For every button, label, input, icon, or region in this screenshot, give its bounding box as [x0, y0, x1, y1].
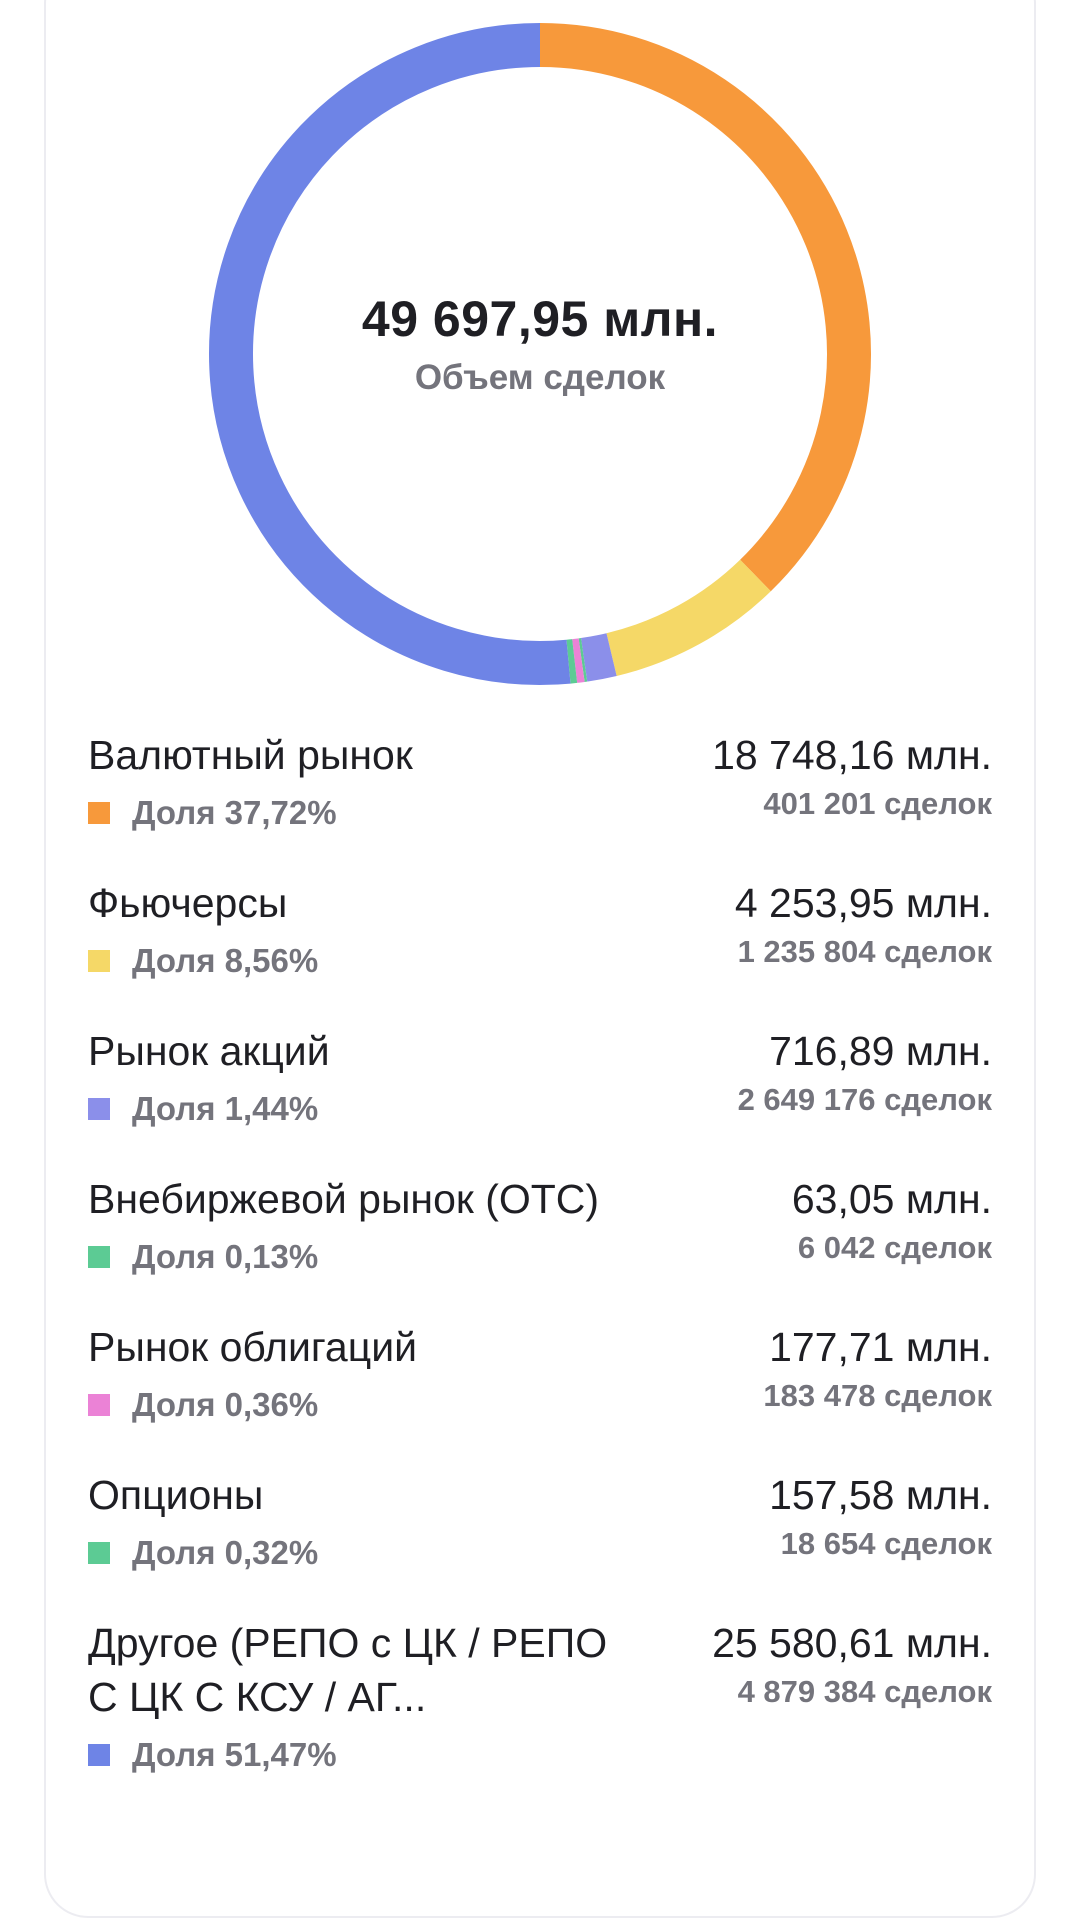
legend-deals: 18 654 сделок	[780, 1526, 992, 1561]
legend-swatch	[88, 802, 110, 824]
legend-volume: 4 253,95 млн.	[734, 880, 992, 926]
market-volume-card	[44, 0, 1036, 1918]
legend-deals: 401 201 сделок	[763, 786, 992, 821]
legend-item-stocks[interactable]: Рынок акций Доля 1,44% 716,89 млн. 2 649…	[88, 1024, 992, 1130]
legend-swatch	[88, 950, 110, 972]
legend-share: Доля 0,36%	[132, 1386, 319, 1423]
legend-deals: 183 478 сделок	[763, 1378, 992, 1413]
legend-name: Другое (РЕПО с ЦК / РЕПО С ЦК С КСУ / АГ…	[88, 1620, 608, 1720]
legend-swatch	[88, 1394, 110, 1416]
legend-volume: 63,05 млн.	[791, 1176, 992, 1222]
legend-item-fx[interactable]: Валютный рынок Доля 37,72% 18 748,16 млн…	[88, 728, 992, 834]
legend-name: Рынок облигаций	[88, 1324, 418, 1370]
volume-donut-chart: 49 697,95 млн. Объем сделок	[208, 22, 872, 686]
donut-slice-6	[209, 23, 571, 685]
legend-name: Рынок акций	[88, 1028, 330, 1074]
legend-share: Доля 1,44%	[132, 1090, 319, 1127]
legend-swatch	[88, 1098, 110, 1120]
legend-volume: 25 580,61 млн.	[712, 1620, 992, 1666]
legend-volume: 157,58 млн.	[769, 1472, 992, 1518]
legend-volume: 18 748,16 млн.	[712, 732, 992, 778]
total-volume-label: Объем сделок	[414, 358, 666, 397]
legend-deals: 6 042 сделок	[797, 1230, 992, 1265]
legend-share: Доля 8,56%	[132, 942, 319, 979]
legend-item-futures[interactable]: Фьючерсы Доля 8,56% 4 253,95 млн. 1 235 …	[88, 876, 992, 982]
legend-item-otc[interactable]: Внебиржевой рынок (OTC) Доля 0,13% 63,05…	[88, 1172, 992, 1278]
donut-center: 49 697,95 млн. Объем сделок	[208, 22, 872, 686]
donut-slice-0	[539, 23, 871, 592]
legend-share: Доля 37,72%	[132, 794, 337, 831]
donut-slice-5	[566, 639, 578, 684]
legend-deals: 1 235 804 сделок	[737, 934, 992, 969]
legend-deals: 4 879 384 сделок	[737, 1674, 992, 1709]
donut-slice-2	[580, 633, 617, 682]
legend-item-other[interactable]: Другое (РЕПО с ЦК / РЕПО С ЦК С КСУ / АГ…	[88, 1616, 992, 1776]
legend-item-options[interactable]: Опционы Доля 0,32% 157,58 млн. 18 654 сд…	[88, 1468, 992, 1574]
donut-slice-1	[606, 559, 771, 676]
donut-svg	[209, 23, 871, 685]
legend-swatch	[88, 1542, 110, 1564]
legend-swatch	[88, 1246, 110, 1268]
legend-volume: 177,71 млн.	[769, 1324, 992, 1370]
legend-share: Доля 0,13%	[132, 1238, 319, 1275]
total-volume: 49 697,95 млн.	[361, 291, 719, 347]
market-legend: Валютный рынок Доля 37,72% 18 748,16 млн…	[88, 728, 992, 1818]
legend-name: Внебиржевой рынок (OTC)	[88, 1176, 600, 1222]
legend-item-bonds[interactable]: Рынок облигаций Доля 0,36% 177,71 млн. 1…	[88, 1320, 992, 1426]
donut-slice-4	[572, 638, 585, 683]
legend-share: Доля 0,32%	[132, 1534, 319, 1571]
legend-deals: 2 649 176 сделок	[737, 1082, 992, 1117]
legend-name: Валютный рынок	[88, 732, 413, 778]
legend-swatch	[88, 1744, 110, 1766]
legend-share: Доля 51,47%	[132, 1736, 337, 1773]
legend-name: Фьючерсы	[88, 880, 288, 926]
legend-name: Опционы	[88, 1472, 264, 1518]
legend-volume: 716,89 млн.	[769, 1028, 992, 1074]
